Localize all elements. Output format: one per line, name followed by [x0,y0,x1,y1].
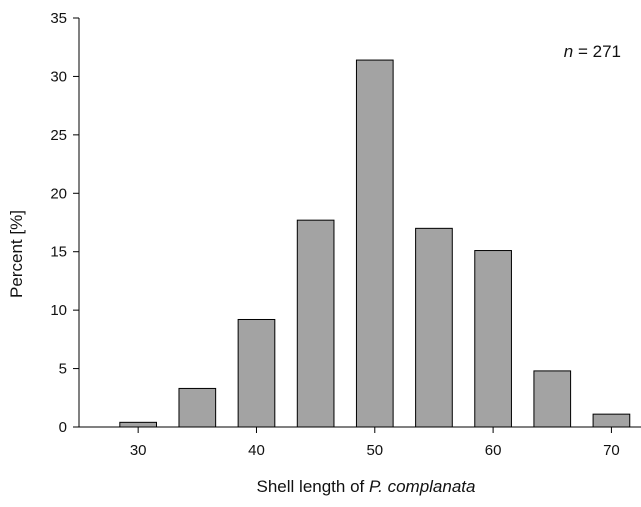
y-tick-label-15: 15 [50,244,67,261]
bar-45 [296,219,335,428]
sample-size-symbol: n [564,42,573,61]
y-tick-label-10: 10 [50,302,67,319]
x-tick-label-40: 40 [248,442,265,459]
bar-70 [592,413,631,428]
x-tick-label-30: 30 [130,442,147,459]
sample-size-annotation: n = 271 [564,42,621,61]
y-tick-label-25: 25 [50,127,67,144]
bar-35 [178,387,217,428]
y-tick-label-5: 5 [59,361,67,378]
sample-size-value: = 271 [573,42,621,61]
x-tick-label-60: 60 [485,442,502,459]
x-ticks-group: 30 40 50 60 70 [130,427,620,459]
y-axis-label: Percent [%] [7,210,26,298]
bar-60 [474,250,512,428]
x-tick-label-50: 50 [366,442,383,459]
y-tick-label-35: 35 [50,10,67,27]
bars-group [119,59,631,428]
bar-50 [355,59,394,428]
y-ticks-group: 0 5 10 15 20 25 30 35 [50,10,79,436]
bar-30 [119,421,157,428]
y-tick-label-20: 20 [50,185,67,202]
x-axis-label-prefix: Shell length of [257,477,369,496]
bar-40 [237,318,276,428]
x-axis-label: Shell length of P. complanata [257,477,476,496]
x-tick-label-70: 70 [603,442,620,459]
x-axis-label-species: P. complanata [369,477,475,496]
y-tick-label-30: 30 [50,68,67,85]
bar-55 [415,227,453,428]
bar-65 [533,370,572,428]
y-tick-label-0: 0 [59,419,67,436]
plot-area: 0 5 10 15 20 25 30 35 30 40 50 60 70 [50,10,641,459]
